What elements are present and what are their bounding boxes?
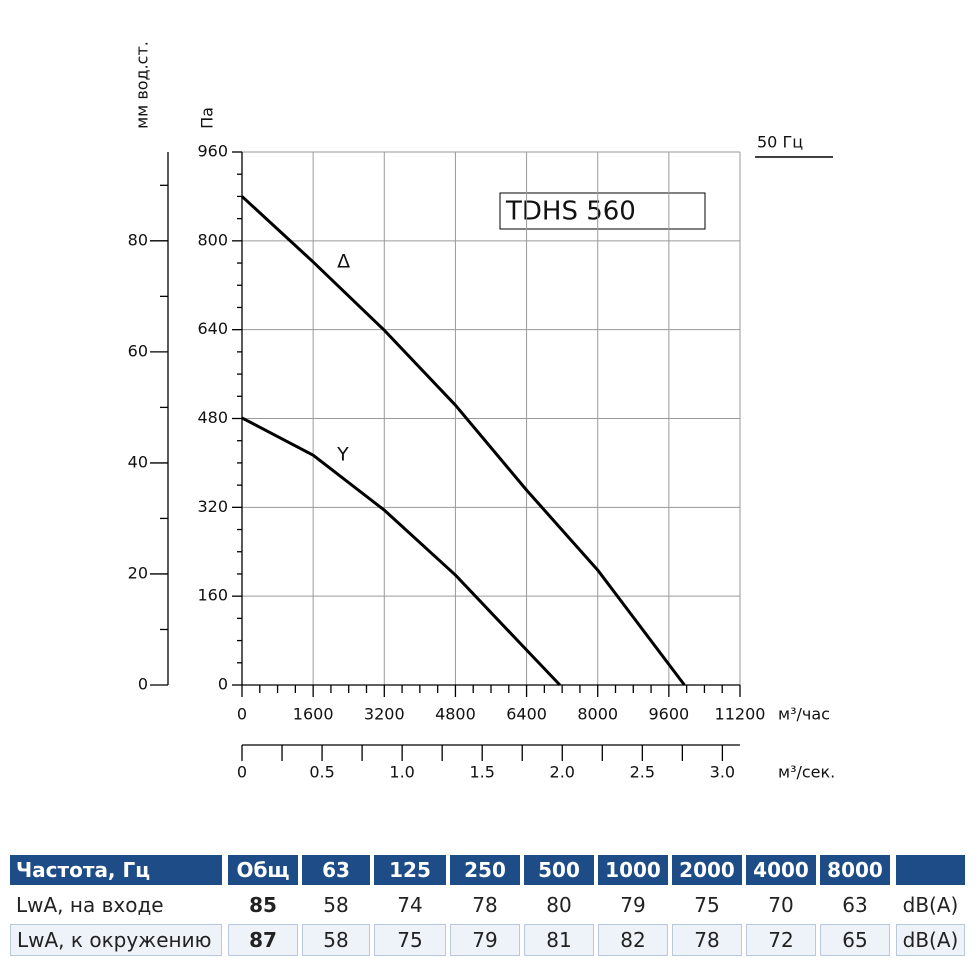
x-tick-label: 6400 bbox=[506, 705, 547, 724]
y-tick-label: 320 bbox=[197, 497, 228, 516]
table-cell: 250 bbox=[450, 855, 520, 885]
y2-tick-label: 60 bbox=[128, 341, 148, 360]
y-tick-label: 160 bbox=[197, 586, 228, 605]
x2-tick-label: 2.0 bbox=[550, 763, 575, 782]
x2-tick-label: 1.0 bbox=[389, 763, 414, 782]
table-cell: 8000 bbox=[820, 855, 890, 885]
y2-tick-label: 20 bbox=[128, 563, 148, 582]
model-box bbox=[499, 192, 706, 230]
table-cell: 125 bbox=[374, 855, 446, 885]
table-cell: 63 bbox=[842, 893, 868, 917]
x-axis-label: м³/час bbox=[778, 705, 830, 724]
y-tick-label: 0 bbox=[218, 675, 228, 694]
table-cell: 80 bbox=[546, 893, 572, 917]
table-cell: 79 bbox=[620, 893, 646, 917]
table-cell: 4000 bbox=[746, 855, 816, 885]
table-cell: 78 bbox=[472, 893, 498, 917]
curve-label: Δ bbox=[337, 250, 350, 272]
y2-tick-label: 0 bbox=[138, 675, 148, 694]
x2-tick-label: 2.5 bbox=[630, 763, 655, 782]
table-cell: 2000 bbox=[672, 855, 742, 885]
table-cell: Общ bbox=[228, 855, 298, 885]
table-cell: dB(A) bbox=[896, 924, 965, 956]
model-label: TDHS 560 bbox=[505, 197, 636, 227]
x2-tick-label: 3.0 bbox=[710, 763, 735, 782]
table-cell: 87 bbox=[228, 924, 298, 956]
table-cell: dB(A) bbox=[902, 893, 959, 917]
table-cell: 500 bbox=[524, 855, 594, 885]
x2-tick-label: 1.5 bbox=[469, 763, 494, 782]
table-cell: LwA, к окружению bbox=[10, 924, 222, 956]
y-tick-label: 640 bbox=[197, 319, 228, 338]
x-tick-label: 8000 bbox=[577, 705, 618, 724]
x-tick-label: 9600 bbox=[648, 705, 689, 724]
table-cell: LwA, на входе bbox=[16, 893, 164, 917]
table-cell: 81 bbox=[524, 924, 594, 956]
y2-tick-label: 40 bbox=[128, 452, 148, 471]
y-axis-label: Па bbox=[198, 107, 217, 129]
y-tick-label: 960 bbox=[197, 142, 228, 161]
table-cell bbox=[896, 855, 965, 885]
curve bbox=[241, 416, 562, 687]
frequency-label: 50 Гц bbox=[757, 133, 803, 152]
table-cell: 63 bbox=[302, 855, 370, 885]
table-cell: 72 bbox=[746, 924, 816, 956]
y-tick-label: 480 bbox=[197, 408, 228, 427]
table-cell: 70 bbox=[768, 893, 794, 917]
table-cell: 58 bbox=[323, 893, 349, 917]
table-cell: 78 bbox=[672, 924, 742, 956]
table-cell: Частота, Гц bbox=[10, 855, 222, 885]
y2-axis-label: мм вод.ст. bbox=[133, 41, 152, 129]
table-cell: 82 bbox=[598, 924, 668, 956]
x-tick-label: 1600 bbox=[293, 705, 334, 724]
table-cell: 85 bbox=[249, 893, 277, 917]
curve bbox=[240, 195, 686, 686]
table-cell: 1000 bbox=[598, 855, 668, 885]
table-cell: 75 bbox=[374, 924, 446, 956]
x-tick-label: 3200 bbox=[364, 705, 405, 724]
curve-label: Y bbox=[336, 444, 349, 466]
x2-tick-label: 0 bbox=[237, 763, 247, 782]
y-tick-label: 800 bbox=[197, 230, 228, 249]
x-tick-label: 0 bbox=[237, 705, 247, 724]
x-tick-label: 11200 bbox=[715, 705, 766, 724]
table-cell: 79 bbox=[450, 924, 520, 956]
table-cell: 65 bbox=[820, 924, 890, 956]
x2-axis-label: м³/сек. bbox=[778, 763, 835, 782]
table-cell: 75 bbox=[694, 893, 720, 917]
y2-tick-label: 80 bbox=[128, 230, 148, 249]
x2-tick-label: 0.5 bbox=[309, 763, 334, 782]
chart: мм вод.ст. Па 50 Гц TDHS 560 м³/час м³/с… bbox=[128, 41, 836, 782]
table-cell: 74 bbox=[397, 893, 423, 917]
x-tick-label: 4800 bbox=[435, 705, 476, 724]
table-cell: 58 bbox=[302, 924, 370, 956]
